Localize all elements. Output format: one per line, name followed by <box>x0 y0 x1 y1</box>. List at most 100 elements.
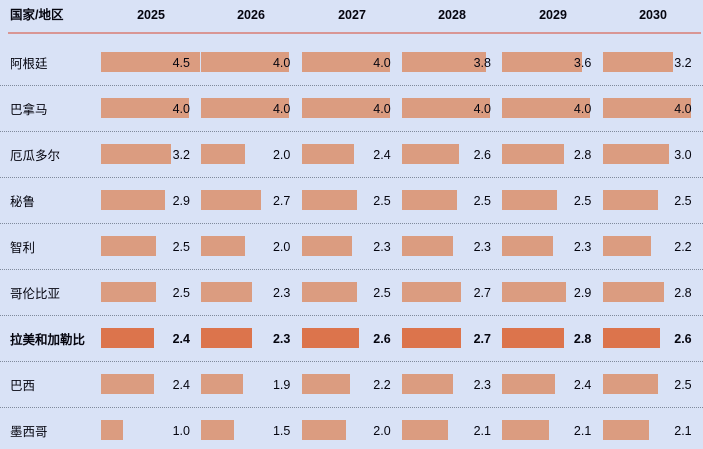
table-row: 巴西 2.4 1.9 2.2 2.3 2.4 2.5 <box>0 362 703 408</box>
data-bar <box>602 144 669 164</box>
data-bar <box>602 328 660 348</box>
data-bar <box>101 236 156 256</box>
data-bar <box>502 236 553 256</box>
data-bar <box>502 52 582 72</box>
country-label: 智利 <box>10 241 36 255</box>
value-label: 2.4 <box>172 331 190 346</box>
data-bar <box>201 52 290 72</box>
data-bar <box>101 282 156 302</box>
value-label: 2.0 <box>272 239 291 254</box>
value-label: 4.0 <box>272 101 291 116</box>
country-label: 厄瓜多尔 <box>10 149 61 163</box>
value-label: 2.7 <box>272 193 291 208</box>
year-header-2027: 2027 <box>338 8 366 22</box>
value-label: 2.3 <box>473 239 491 254</box>
value-label: 2.4 <box>373 147 391 162</box>
table-row: 阿根廷 4.5 4.0 4.0 3.8 3.6 3.2 <box>0 40 703 86</box>
value-label: 2.2 <box>373 377 391 392</box>
value-label: 2.5 <box>473 193 491 208</box>
value-label: 2.2 <box>674 239 692 254</box>
value-label: 2.7 <box>473 331 491 346</box>
value-label: 2.5 <box>373 285 391 300</box>
value-label: 2.6 <box>373 331 391 346</box>
value-label: 1.0 <box>172 423 190 438</box>
value-label: 3.2 <box>674 55 692 70</box>
value-label: 3.2 <box>172 147 190 162</box>
value-label: 2.1 <box>573 423 592 438</box>
value-label: 2.0 <box>272 147 291 162</box>
value-label: 2.3 <box>272 331 291 346</box>
data-bar <box>301 144 355 164</box>
table-row: 哥伦比亚 2.5 2.3 2.5 2.7 2.9 2.8 <box>0 270 703 316</box>
data-bar <box>602 282 665 302</box>
value-label: 2.8 <box>573 147 592 162</box>
data-bar <box>101 144 172 164</box>
value-label: 2.1 <box>473 423 491 438</box>
value-label: 2.9 <box>172 193 190 208</box>
data-bar <box>201 144 246 164</box>
data-bar <box>201 190 261 210</box>
value-label: 4.0 <box>373 101 391 116</box>
table-header-row: 国家/地区 2025 2026 2027 2028 2029 2030 <box>0 0 703 40</box>
country-label: 阿根廷 <box>10 57 48 71</box>
value-label: 4.0 <box>473 101 491 116</box>
data-bar <box>602 236 652 256</box>
data-bar <box>301 236 353 256</box>
country-label: 墨西哥 <box>10 425 48 439</box>
data-bar <box>502 420 549 440</box>
year-header-2028: 2028 <box>438 8 466 22</box>
data-bar <box>201 236 246 256</box>
value-label: 2.5 <box>172 239 190 254</box>
data-bar <box>401 98 490 118</box>
data-bar <box>401 144 460 164</box>
value-label: 2.3 <box>272 285 291 300</box>
value-label: 2.5 <box>172 285 190 300</box>
value-label: 2.6 <box>473 147 491 162</box>
data-bar <box>201 282 252 302</box>
value-label: 2.6 <box>674 331 692 346</box>
value-label: 2.5 <box>674 377 692 392</box>
value-label: 2.8 <box>573 331 592 346</box>
data-bar <box>502 328 564 348</box>
country-label: 秘鲁 <box>10 195 36 209</box>
country-label: 拉美和加勒比 <box>10 333 86 347</box>
value-label: 4.0 <box>573 101 592 116</box>
data-bar <box>401 190 457 210</box>
country-column-header: 国家/地区 <box>10 8 64 22</box>
data-bar <box>602 52 674 72</box>
data-bar <box>602 98 691 118</box>
data-bar <box>502 144 564 164</box>
table-row: 秘鲁 2.9 2.7 2.5 2.5 2.5 2.5 <box>0 178 703 224</box>
value-label: 4.0 <box>172 101 190 116</box>
data-bar <box>502 282 567 302</box>
value-label: 2.4 <box>172 377 190 392</box>
data-bar <box>101 420 123 440</box>
value-label: 4.0 <box>373 55 391 70</box>
country-label: 巴拿马 <box>10 103 48 117</box>
value-label: 2.4 <box>573 377 592 392</box>
data-bar <box>201 374 244 394</box>
data-bar <box>301 328 359 348</box>
data-bar <box>301 190 357 210</box>
value-label: 2.5 <box>373 193 391 208</box>
value-label: 1.5 <box>272 423 291 438</box>
value-label: 2.8 <box>674 285 692 300</box>
value-label: 2.5 <box>674 193 692 208</box>
table-row: 厄瓜多尔 3.2 2.0 2.4 2.6 2.8 3.0 <box>0 132 703 178</box>
data-bar <box>401 420 449 440</box>
data-bar <box>301 420 346 440</box>
data-bar <box>301 98 390 118</box>
data-bar <box>602 374 658 394</box>
table-row: 巴拿马 4.0 4.0 4.0 4.0 4.0 4.0 <box>0 86 703 132</box>
value-label: 2.3 <box>573 239 592 254</box>
data-bar <box>101 328 154 348</box>
year-header-2029: 2029 <box>539 8 567 22</box>
data-bar <box>101 190 165 210</box>
value-label: 1.9 <box>272 377 291 392</box>
data-bar <box>602 420 649 440</box>
value-label: 2.5 <box>573 193 592 208</box>
data-bar <box>201 98 290 118</box>
value-label: 2.1 <box>674 423 692 438</box>
table-row: 墨西哥 1.0 1.5 2.0 2.1 2.1 2.1 <box>0 408 703 449</box>
